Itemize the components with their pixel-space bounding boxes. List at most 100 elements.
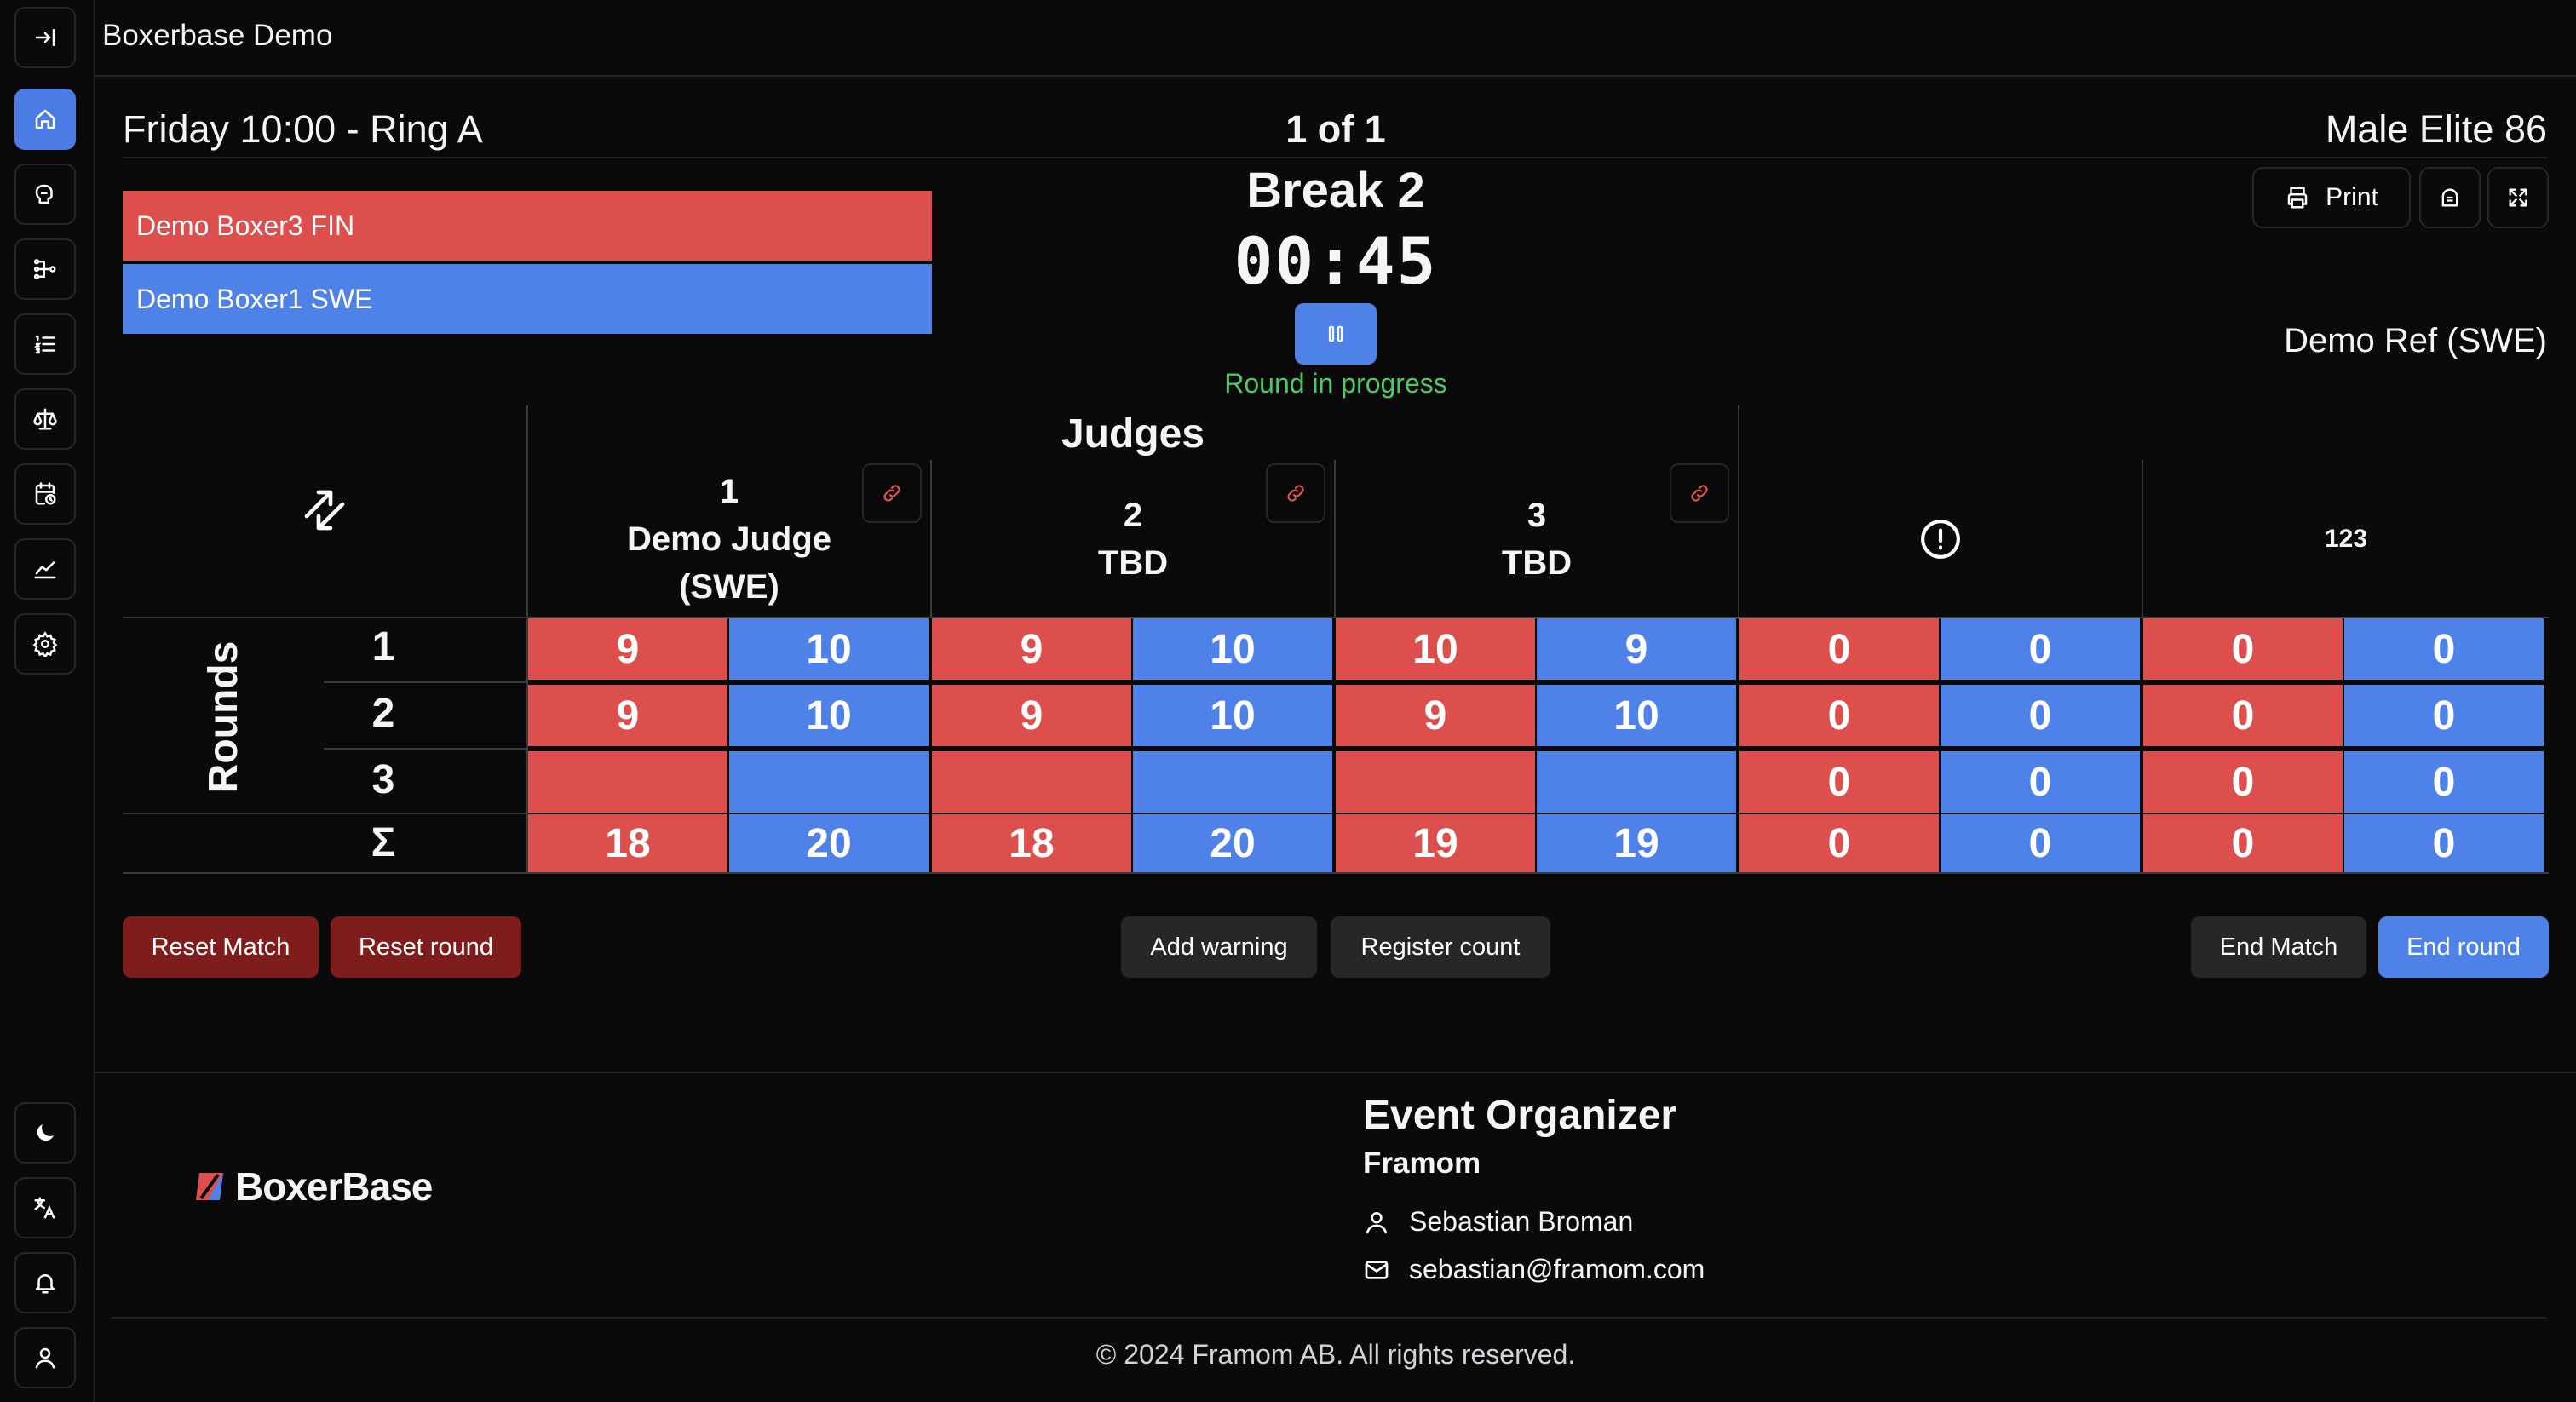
red-score-cell[interactable]: 0 [2143,685,2343,746]
judge-header-3: 3 TBD [1336,460,1738,618]
print-label: Print [2326,183,2378,211]
copyright: © 2024 Framom AB. All rights reserved. [1095,1339,1576,1370]
red-score-cell[interactable]: 9 [932,685,1131,746]
footer-divider [111,1317,2547,1319]
judge-2-link-button[interactable] [1266,463,1325,523]
reset-match-button[interactable]: Reset Match [123,916,319,978]
red-score-cell[interactable] [528,751,727,813]
blue-score-cell[interactable]: 10 [1133,618,1332,680]
blue-score-cell[interactable]: 0 [2344,685,2544,746]
register-count-button[interactable]: Register count [1331,916,1550,978]
ring-display-button[interactable] [2419,167,2481,228]
pause-button[interactable] [1295,303,1377,365]
chart-line-icon [34,561,56,579]
sidebar-item-home[interactable] [14,89,76,150]
sidebar-item-statistics[interactable] [14,538,76,600]
sidebar-item-brackets[interactable] [14,238,76,300]
blue-score-cell[interactable]: 0 [1941,618,2140,680]
blue-score-cell: 0 [2344,814,2544,872]
judge-header-1: 1 Demo Judge (SWE) [528,460,930,618]
red-score-cell: 0 [1739,814,1939,872]
swap-corners-button[interactable] [298,484,351,537]
blue-score-cell[interactable]: 0 [2344,618,2544,680]
sidebar-item-schedule[interactable] [14,463,76,525]
sidebar-item-list[interactable] [14,313,76,375]
end-round-button[interactable]: End round [2378,916,2549,978]
blue-score-cell[interactable]: 10 [1133,685,1332,746]
print-button[interactable]: Print [2252,167,2411,228]
blue-corner-boxer: Demo Boxer1 SWE [123,264,932,334]
red-score-cell[interactable]: 9 [1336,685,1535,746]
blue-score-cell[interactable]: 0 [1941,685,2140,746]
home-icon [35,109,55,129]
organizer-title: Event Organizer [1363,1093,1677,1138]
red-score-cell[interactable]: 0 [1739,685,1939,746]
blue-score-cell[interactable]: 10 [1537,685,1736,746]
table-divider [123,617,2549,618]
warnings-header [1739,460,2142,618]
blue-score-cell[interactable] [1133,751,1332,813]
judge-number: 1 [719,473,739,510]
pause-icon [1328,325,1343,342]
red-score-cell[interactable] [1336,751,1535,813]
red-score-cell[interactable] [932,751,1131,813]
blue-score-cell: 20 [729,814,929,872]
blue-score-cell: 20 [1133,814,1332,872]
red-score-cell[interactable]: 0 [2143,618,2343,680]
red-score-cell[interactable]: 0 [2143,751,2343,813]
round-status: Round in progress [1224,368,1447,399]
sidebar-item-settings[interactable] [14,613,76,675]
contact-email[interactable]: sebastian@framom.com [1409,1254,1705,1284]
blue-score-cell[interactable]: 10 [729,618,929,680]
theme-toggle-button[interactable] [14,1102,76,1164]
language-button[interactable] [14,1177,76,1238]
blue-score-cell[interactable]: 0 [2344,751,2544,813]
red-score-cell[interactable]: 10 [1336,618,1535,680]
red-corner-boxer: Demo Boxer3 FIN [123,191,932,261]
blue-score-cell[interactable]: 0 [1941,751,2140,813]
fullscreen-button[interactable] [2487,167,2549,228]
blue-score-cell[interactable]: 10 [729,685,929,746]
notifications-button[interactable] [14,1252,76,1313]
red-score-cell[interactable]: 0 [1739,751,1939,813]
judge-name: TBD [1501,544,1573,582]
judges-title: Judges [1061,411,1205,457]
blue-score-cell: 19 [1537,814,1736,872]
red-score-cell: 18 [932,814,1131,872]
add-warning-button[interactable]: Add warning [1121,916,1317,978]
table-divider [930,460,932,618]
judge-3-link-button[interactable] [1670,463,1729,523]
end-match-button[interactable]: End Match [2191,916,2366,978]
bracket-icon [33,259,56,279]
red-score-cell[interactable]: 9 [932,618,1131,680]
table-divider [2142,460,2143,618]
blue-score-cell: 0 [1941,814,2140,872]
reset-round-button[interactable]: Reset round [331,916,521,978]
top-bar: Boxerbase Demo [95,0,2576,77]
sidebar-item-judging[interactable] [14,388,76,450]
round-row-label: 1 [371,624,395,669]
footer-divider [95,1072,2576,1073]
table-divider [123,813,528,814]
contact-name: Sebastian Broman [1409,1206,1634,1237]
round-name: Break 2 [1246,163,1425,218]
blue-score-cell[interactable] [1537,751,1736,813]
translate-icon [34,1197,55,1219]
collapse-sidebar-button[interactable] [14,7,76,68]
round-row-label: 2 [371,691,395,736]
link-icon [883,485,900,502]
red-score-cell[interactable]: 0 [1739,618,1939,680]
boxerbase-logo-icon [196,1173,223,1200]
red-score-cell: 19 [1336,814,1535,872]
red-score-cell[interactable]: 9 [528,618,727,680]
judge-1-link-button[interactable] [862,463,922,523]
red-score-cell[interactable]: 9 [528,685,727,746]
profile-button[interactable] [14,1327,76,1388]
blue-score-cell[interactable] [729,751,929,813]
headgear-icon [2441,188,2458,207]
blue-score-cell[interactable]: 9 [1537,618,1736,680]
judge-name: TBD [1097,544,1169,582]
sidebar-item-boxers[interactable] [14,164,76,225]
boxerbase-logo[interactable]: BoxerBase [193,1164,433,1210]
header-divider [123,157,2547,158]
